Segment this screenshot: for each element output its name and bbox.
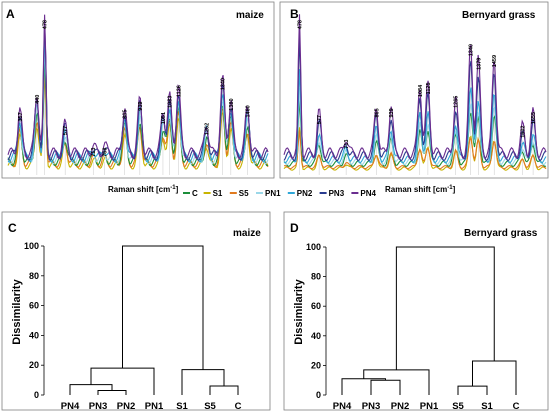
- y-tick-label: 60: [311, 301, 321, 311]
- peak-label: 478: [43, 20, 49, 29]
- panel-d-frame: [283, 211, 549, 411]
- legend-label-pn1: PN1: [265, 189, 281, 198]
- series-line-pn4: [7, 14, 269, 160]
- legend-label-s5: S5: [239, 189, 249, 198]
- peak-label: 1379: [476, 58, 482, 70]
- panel-c-title: maize: [233, 228, 261, 239]
- peak-label: 478: [298, 20, 304, 29]
- panel-a-title: maize: [236, 10, 264, 21]
- peak-label: 577: [63, 126, 69, 135]
- peak-label: 1459: [492, 55, 498, 67]
- panel-d-ylabel: Dissimilarity: [293, 278, 305, 344]
- panel-b-series-lines: [283, 14, 547, 171]
- peak-label: 577: [317, 115, 323, 124]
- panel-b-title: Bernyard grass: [462, 10, 536, 21]
- panel-a-letter: A: [6, 7, 15, 21]
- peak-label: 1655: [531, 112, 537, 124]
- leaf-label-pn4: PN4: [333, 401, 352, 412]
- y-tick-label: 100: [306, 242, 321, 252]
- y-tick-label: 80: [29, 271, 39, 281]
- peak-label: 1380: [229, 98, 235, 110]
- leaf-label-c: C: [235, 401, 242, 412]
- leaf-label-pn3: PN3: [362, 401, 380, 412]
- panel-c-ylabel: Dissimilarity: [11, 278, 23, 344]
- panel-c-leaf-labels: PN4 PN3 PN2 PN1 S1 S5 C: [61, 401, 242, 412]
- leaf-label-pn4: PN4: [61, 401, 80, 412]
- panel-c-tree: [69, 245, 239, 395]
- dendrogram-link: [395, 246, 495, 370]
- legend-label-pn2: PN2: [297, 189, 313, 198]
- leaf-label-c: C: [513, 401, 520, 412]
- leaf-label-s1: S1: [481, 401, 493, 412]
- leaf-label-pn1: PN1: [145, 401, 164, 412]
- y-tick-label: 20: [311, 360, 321, 370]
- panel-c-axis: 0 20 40 60 80 100: [24, 241, 45, 400]
- leaf-label-pn1: PN1: [420, 401, 439, 412]
- panel-a-series-lines: [7, 14, 269, 170]
- series-line-pn2: [283, 69, 547, 164]
- dendrogram-link: [122, 245, 204, 370]
- peak-label: 1340: [469, 44, 475, 56]
- leaf-label-pn2: PN2: [117, 401, 135, 412]
- panel-d-tree: [341, 246, 517, 395]
- y-tick-label: 0: [316, 390, 321, 400]
- peak-label: 713: [344, 140, 350, 149]
- y-tick-label: 20: [29, 360, 39, 370]
- series-line-s5: [283, 129, 547, 170]
- leaf-label-s5: S5: [204, 401, 216, 412]
- legend: C S1 S5 PN1 PN2 PN3 PN4: [183, 189, 377, 198]
- y-tick-label: 80: [311, 272, 321, 282]
- peak-label: 1126: [176, 85, 182, 97]
- peak-label: 1084: [418, 84, 424, 97]
- legend-label-pn4: PN4: [360, 189, 376, 198]
- panel-a-xlabel: Raman shift [cm-1]: [108, 185, 179, 194]
- peak-label: 1340: [221, 78, 227, 90]
- legend-label-pn3: PN3: [329, 189, 345, 198]
- panel-d-axis: 0 20 40 60 80 100: [306, 242, 327, 400]
- panel-a-spectrum: A maize 357 440 478 577 713 768 865 939 10511083…: [1, 1, 275, 194]
- peak-label: 1602: [521, 126, 527, 138]
- y-tick-label: 40: [311, 331, 321, 341]
- y-tick-label: 40: [29, 330, 39, 340]
- panel-d-title: Bernyard grass: [464, 228, 538, 239]
- peak-label: 865: [374, 108, 380, 117]
- peak-label: 1265: [454, 96, 460, 108]
- series-line-pn3: [283, 35, 546, 162]
- panel-b-xlabel: Raman shift [cm-1]: [385, 185, 456, 194]
- peak-label: 1083: [168, 96, 174, 108]
- leaf-label-s1: S1: [176, 401, 188, 412]
- peak-label: 768: [103, 148, 109, 157]
- peak-label: 939: [389, 108, 395, 117]
- peak-label: 1460: [245, 105, 251, 117]
- peak-label: 939: [138, 102, 144, 111]
- legend-label-c: C: [192, 189, 198, 198]
- y-tick-label: 100: [24, 241, 39, 251]
- peak-label: 713: [91, 148, 97, 157]
- peak-label: 440: [35, 95, 41, 104]
- series-line-pn4: [283, 14, 547, 160]
- peak-label: 357: [18, 112, 24, 121]
- panel-c-frame: [1, 211, 271, 411]
- leaf-label-s5: S5: [452, 401, 464, 412]
- panel-d-leaf-labels: PN4 PN3 PN2 PN1 S5 S1 C: [333, 401, 520, 412]
- y-tick-label: 60: [29, 301, 39, 311]
- panel-b-letter: B: [290, 7, 299, 21]
- peak-label: 1051: [161, 112, 167, 124]
- panel-d-letter: D: [290, 221, 299, 235]
- legend-label-s1: S1: [213, 189, 223, 198]
- leaf-label-pn3: PN3: [89, 401, 107, 412]
- peak-label: 865: [123, 110, 129, 119]
- panel-d-dendrogram: D Bernyard grass Dissimilarity 0 20 40 60 80…: [283, 211, 549, 412]
- y-tick-label: 0: [34, 390, 39, 400]
- panel-b-spectrum: B Bernyard grass 478 577 713 865 939 1084 1125…: [279, 1, 549, 194]
- peak-label: 1262: [205, 123, 211, 135]
- peak-label: 1125: [426, 82, 432, 94]
- leaf-label-pn2: PN2: [391, 401, 409, 412]
- panel-c-letter: C: [8, 221, 17, 235]
